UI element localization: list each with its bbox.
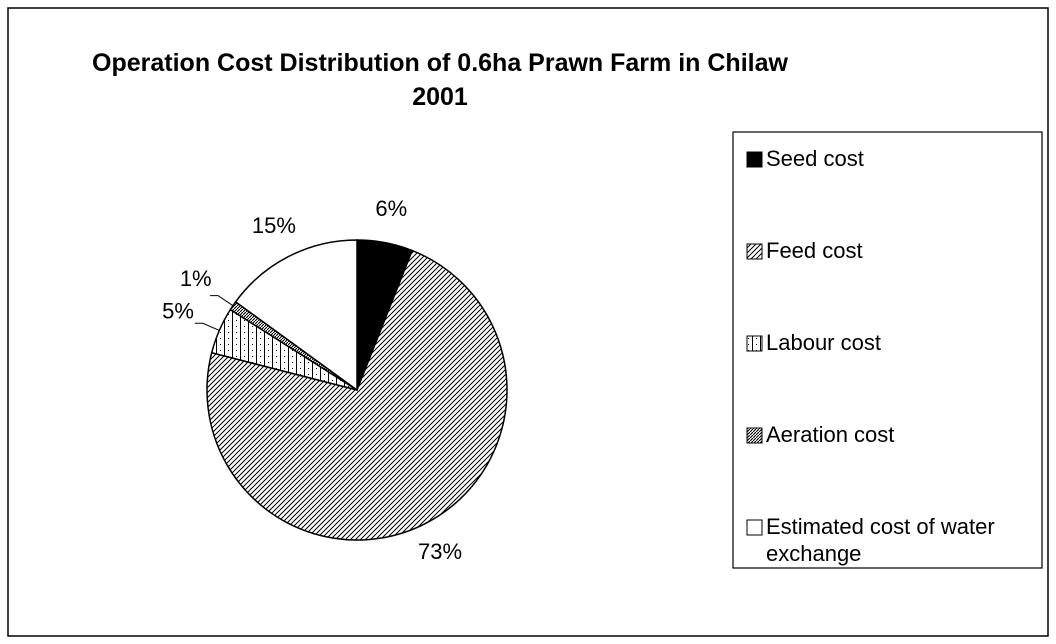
pie-slice bbox=[206, 249, 508, 541]
legend-label: Labour cost bbox=[766, 330, 881, 355]
chart-title: Operation Cost Distribution of 0.6ha Pra… bbox=[92, 49, 788, 111]
data-label: 5% bbox=[162, 298, 194, 323]
leader-line bbox=[194, 322, 220, 331]
data-label: 15% bbox=[252, 213, 296, 238]
legend-label: Aeration cost bbox=[766, 422, 894, 447]
legend-label: Feed cost bbox=[766, 238, 863, 263]
data-label: 6% bbox=[375, 196, 407, 221]
pie-slice bbox=[234, 239, 358, 392]
leader-line bbox=[210, 295, 234, 307]
legend-swatch bbox=[746, 427, 763, 444]
legend-swatch bbox=[746, 243, 763, 260]
legend-swatch bbox=[746, 335, 763, 352]
data-label: 73% bbox=[418, 539, 462, 564]
legend-swatch bbox=[746, 519, 763, 536]
legend-swatch bbox=[746, 151, 763, 168]
data-label: 1% bbox=[180, 266, 212, 291]
legend-box bbox=[732, 131, 1043, 569]
legend-label: Estimated cost of water exchange bbox=[766, 514, 995, 566]
legend-label: Seed cost bbox=[766, 146, 864, 171]
